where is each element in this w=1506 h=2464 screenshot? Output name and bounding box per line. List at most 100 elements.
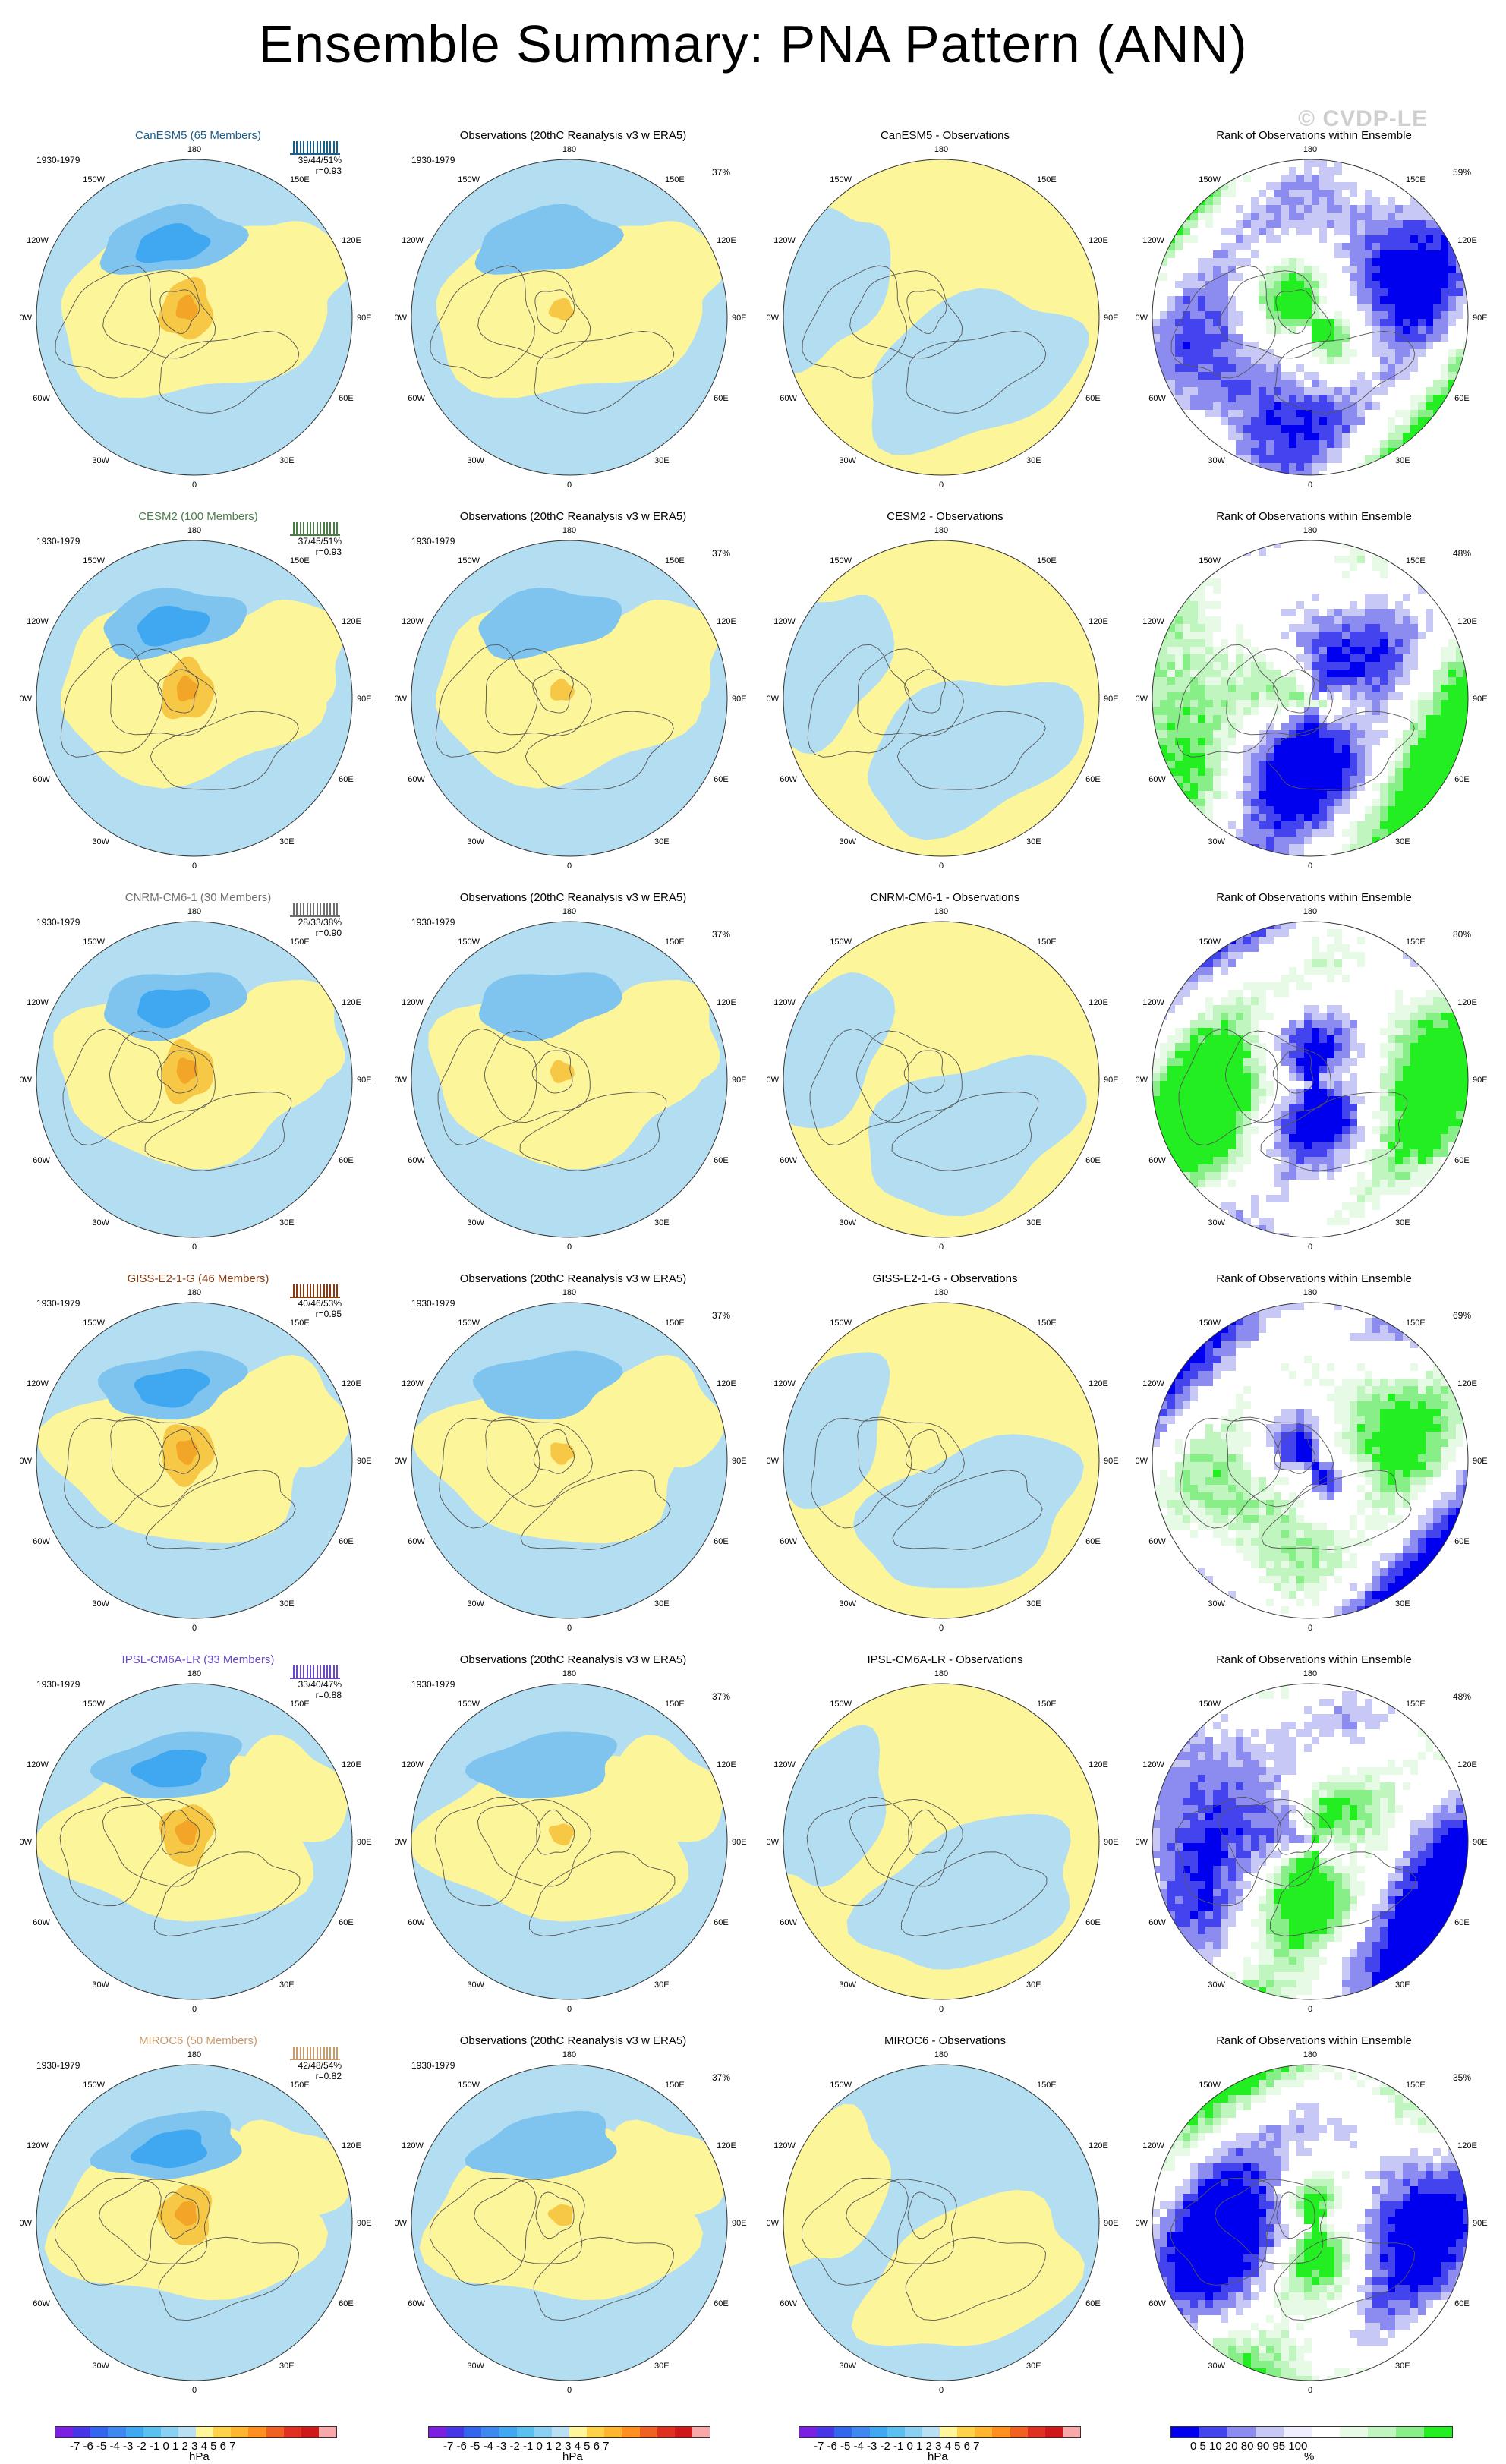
percent-label: 37% xyxy=(712,929,731,940)
coastline-0 xyxy=(109,1030,216,1123)
coastline-0 xyxy=(1218,1798,1332,1887)
lon-label-150W: 150W xyxy=(830,2081,852,2090)
lon-label-30W: 30W xyxy=(467,1599,484,1609)
coastline-3 xyxy=(905,1429,947,1474)
lon-label-60E: 60E xyxy=(1085,2299,1101,2308)
diff-title: CanESM5 - Observations xyxy=(880,129,1010,142)
lon-label-30E: 30E xyxy=(1395,1218,1410,1227)
lon-label-90W: 90W xyxy=(767,1076,780,1085)
colorbar-swatch xyxy=(657,2427,675,2437)
obs-panel: 180 150E 120E 90E 60E 30E 0 30W 60W 90W 120W 150W Ob… xyxy=(395,2027,751,2406)
lon-label-0: 0 xyxy=(567,481,572,490)
lon-label-180: 180 xyxy=(562,145,576,154)
field-positive-strongest xyxy=(176,1440,198,1465)
colorbar-swatch xyxy=(551,2427,569,2437)
lon-label-0: 0 xyxy=(1308,2005,1312,2014)
lon-label-90W: 90W xyxy=(767,1838,780,1847)
lon-label-180: 180 xyxy=(187,907,201,916)
colorbar-ticks: 0 5 10 20 80 90 95 100 xyxy=(1190,2440,1308,2453)
lon-label-90E: 90E xyxy=(1473,1457,1488,1466)
lon-label-60W: 60W xyxy=(408,1918,425,1927)
lon-label-30E: 30E xyxy=(279,456,295,465)
lon-label-60W: 60W xyxy=(780,394,797,403)
field-negative-strong xyxy=(130,2129,208,2169)
coastline-2 xyxy=(520,1470,671,1550)
ensemble-row: 180 150E 120E 90E 60E 30E 0 30W 60W 90W 120W 150W Ca… xyxy=(0,121,1506,501)
pressure-colorbar-2: -7 -6 -5 -4 -3 -2 -1 0 1 2 3 4 5 6 7 hPa xyxy=(428,2426,732,2463)
lon-label-180: 180 xyxy=(562,526,576,535)
coastline-2 xyxy=(906,331,1047,414)
field-negative xyxy=(478,972,622,1041)
lon-label-120W: 120W xyxy=(1142,236,1164,245)
lon-label-90E: 90E xyxy=(357,1457,372,1466)
coastline-0 xyxy=(477,270,591,359)
lon-label-30W: 30W xyxy=(1208,1599,1225,1609)
colorbar-swatch xyxy=(481,2427,499,2437)
coastline-1 xyxy=(59,1796,166,1907)
map-boundary xyxy=(783,1683,1100,2000)
lon-label-150W: 150W xyxy=(1199,1319,1221,1328)
lon-label-150W: 150W xyxy=(458,1700,480,1709)
ensemble-row: 180 150E 120E 90E 60E 30E 0 30W 60W 90W 120W 150W IP… xyxy=(0,1646,1506,2025)
period-label: 1930-1979 xyxy=(36,536,80,547)
lon-label-60E: 60E xyxy=(339,394,354,403)
correlation: r=0.88 xyxy=(315,1690,342,1700)
lon-label-120W: 120W xyxy=(773,236,796,245)
rank-panel: 180 150E 120E 90E 60E 30E 0 30W 60W 90W 120W 150W Ra… xyxy=(1136,503,1492,882)
lon-label-180: 180 xyxy=(934,907,948,916)
member-spread-bar xyxy=(290,522,340,536)
lon-label-0: 0 xyxy=(1308,862,1312,871)
coastline-1 xyxy=(60,644,163,758)
coastline-2 xyxy=(534,331,675,414)
field-region xyxy=(868,1054,1087,1217)
ensemble-row: 180 150E 120E 90E 60E 30E 0 30W 60W 90W 120W 150W MI… xyxy=(0,2027,1506,2406)
ens-panel: 180 150E 120E 90E 60E 30E 0 30W 60W 90W 120W 150W IP… xyxy=(20,1646,376,2025)
lon-label-30W: 30W xyxy=(839,2362,856,2371)
model-title: CESM2 (100 Members) xyxy=(138,510,258,523)
coastline-0 xyxy=(99,2179,210,2264)
coastline-3 xyxy=(157,669,199,714)
lon-label-30W: 30W xyxy=(92,1980,109,1990)
lon-label-150W: 150W xyxy=(830,556,852,566)
coastline-2 xyxy=(145,1470,296,1550)
lon-label-30E: 30E xyxy=(1026,1599,1041,1609)
coastline-1 xyxy=(809,1028,909,1146)
lon-label-30W: 30W xyxy=(92,456,109,465)
lon-label-30W: 30W xyxy=(1208,2362,1225,2371)
period-label: 1930-1979 xyxy=(411,2060,455,2071)
lon-label-90W: 90W xyxy=(1136,314,1148,323)
lon-label-120E: 120E xyxy=(1457,1379,1477,1388)
lon-label-150W: 150W xyxy=(83,556,105,566)
lon-label-120W: 120W xyxy=(402,2141,424,2150)
coastline-3 xyxy=(1276,2191,1315,2239)
lon-label-0: 0 xyxy=(567,1243,572,1252)
lon-label-150W: 150W xyxy=(458,556,480,566)
field-positive-strongest xyxy=(176,1057,198,1084)
model-title: MIROC6 (50 Members) xyxy=(139,2034,257,2047)
lon-label-30E: 30E xyxy=(279,2362,295,2371)
colorbar-unit: hPa xyxy=(189,2450,210,2463)
lon-label-120W: 120W xyxy=(402,617,424,626)
lon-label-120W: 120W xyxy=(27,236,49,245)
lon-label-60E: 60E xyxy=(339,1918,354,1927)
ens-map: 180 150E 120E 90E 60E 30E 0 30W 60W 90W 120W 150W xyxy=(20,2050,372,2395)
colorbar-swatch xyxy=(852,2427,870,2437)
ens-panel: 180 150E 120E 90E 60E 30E 0 30W 60W 90W 120W 150W GI… xyxy=(20,1265,376,1644)
lon-label-60W: 60W xyxy=(408,1156,425,1165)
coastline-3 xyxy=(1273,669,1315,714)
coastline-3 xyxy=(159,289,200,334)
lon-label-120E: 120E xyxy=(717,236,736,245)
lon-label-90E: 90E xyxy=(732,2219,747,2228)
colorbar-swatch xyxy=(1199,2427,1227,2437)
lon-label-120E: 120E xyxy=(1457,2141,1477,2150)
coastline-2 xyxy=(533,2236,674,2321)
coastline-0 xyxy=(110,1416,218,1508)
correlation: r=0.95 xyxy=(315,1309,342,1319)
map-boundary xyxy=(783,159,1100,476)
colorbar-swatch xyxy=(499,2427,517,2437)
model-title: IPSL-CM6A-LR (33 Members) xyxy=(121,1653,275,1666)
pattern-percent: 28/33/38% xyxy=(298,917,342,928)
rank-panel: 180 150E 120E 90E 60E 30E 0 30W 60W 90W 120W 150W Ra… xyxy=(1136,1646,1492,2025)
lon-label-60W: 60W xyxy=(1148,1156,1166,1165)
coastline-3 xyxy=(160,2191,200,2239)
